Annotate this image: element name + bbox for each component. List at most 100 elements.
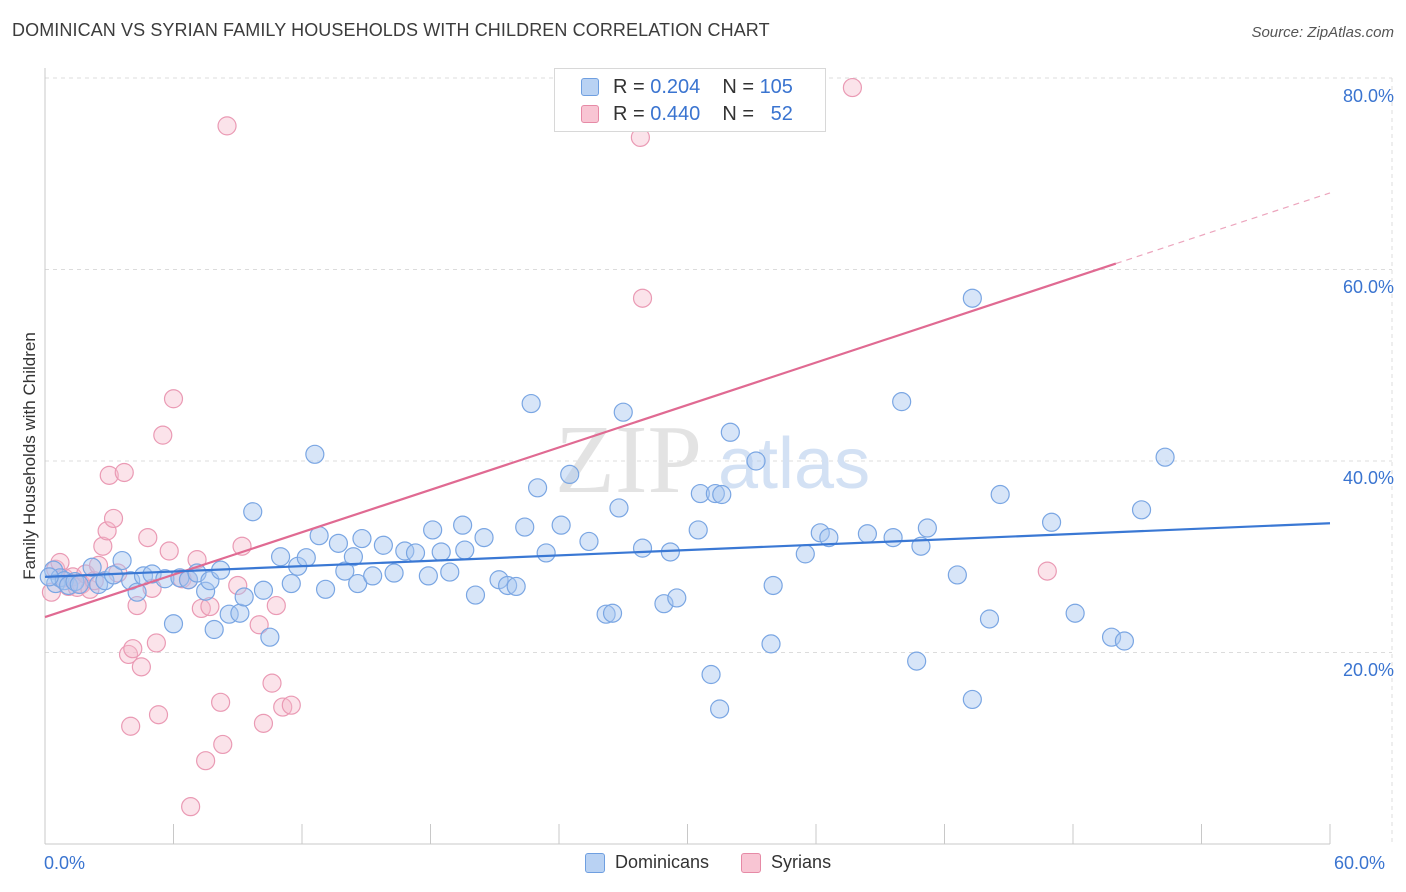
dominicans-point <box>196 581 216 601</box>
watermark-zip: ZIP <box>555 406 702 514</box>
dominicans-point <box>536 543 556 563</box>
legend-item-syrians[interactable]: Syrians <box>741 852 831 873</box>
dominicans-point <box>883 527 903 548</box>
syrians-point <box>41 582 62 602</box>
n-value: 105 <box>759 75 793 98</box>
watermark-atlas: atlas <box>718 424 870 504</box>
syrians-point <box>262 673 282 693</box>
syrians-point <box>200 596 220 617</box>
dominicans-point <box>112 550 132 571</box>
syrians-point <box>281 695 301 715</box>
syrians-swatch <box>741 852 762 873</box>
dominicans-point <box>234 587 254 607</box>
dominicans-point <box>688 520 708 540</box>
dominicans-point <box>979 609 1000 629</box>
dominicans-point <box>305 444 325 464</box>
dominicans-point <box>163 614 184 634</box>
syrians-point <box>159 541 179 561</box>
dominicans-point <box>373 535 393 555</box>
dominicans-point <box>260 627 280 647</box>
dominicans-point <box>521 393 541 414</box>
dominicans-point <box>343 547 363 567</box>
syrians-point <box>138 527 158 548</box>
y-tick-label-40: 40.0% <box>1342 468 1394 488</box>
n-label: N = <box>722 102 754 125</box>
dominicans-swatch <box>581 78 599 96</box>
syrians-points <box>41 77 1057 817</box>
dominicans-point <box>857 524 878 544</box>
dominicans-point <box>230 603 250 623</box>
dominicans-point <box>990 484 1010 505</box>
dominicans-point <box>465 585 486 605</box>
legend-label: Dominicans <box>615 852 710 872</box>
dominicans-point <box>204 619 224 640</box>
legend-item-dominicans[interactable]: Dominicans <box>585 852 709 873</box>
r-label: R = <box>613 75 645 98</box>
dominicans-point <box>819 527 839 548</box>
syrians-point <box>217 116 237 136</box>
dominicans-point <box>328 533 349 553</box>
syrians-point <box>153 425 173 445</box>
dominicans-point <box>296 548 316 568</box>
dominicans-point <box>155 569 175 589</box>
syrians-trend-line <box>44 262 1117 619</box>
syrians-point <box>249 615 269 635</box>
syrians-point <box>93 536 113 556</box>
dominicans-point <box>602 603 623 623</box>
syrians-point <box>1037 561 1057 581</box>
dominicans-point <box>795 544 815 564</box>
dominicans-point <box>335 561 355 581</box>
dominicans-point <box>667 588 687 608</box>
dominicans-point <box>455 540 475 560</box>
dominicans-point <box>1065 603 1085 623</box>
dominicans-point <box>892 392 912 412</box>
syrians-point <box>50 552 70 573</box>
syrians-point <box>211 692 231 712</box>
syrians-point <box>114 462 134 483</box>
dominicans-point <box>474 527 494 548</box>
chart-title: DOMINICAN VS SYRIAN FAMILY HOUSEHOLDS WI… <box>12 20 770 40</box>
dominicans-point <box>705 483 725 504</box>
dominicans-point <box>746 451 766 471</box>
syrians-swatch <box>581 105 599 123</box>
x-tick-label-max: 60.0% <box>1334 853 1386 873</box>
r-value: 0.204 <box>650 75 701 98</box>
source-label: Source: ZipAtlas.com <box>1251 24 1394 41</box>
n-value: 52 <box>770 102 793 125</box>
syrians-point <box>148 705 169 725</box>
series-legend: Dominicans Syrians <box>585 852 863 873</box>
dominicans-point <box>515 517 535 537</box>
dominicans-point <box>431 542 451 562</box>
syrians-point <box>146 633 166 653</box>
dominicans-point <box>632 538 653 558</box>
dominicans-point <box>69 574 89 595</box>
dominicans-point <box>219 604 239 624</box>
dominicans-point <box>907 651 927 671</box>
dominicans-point <box>609 498 629 518</box>
dominicans-swatch <box>585 852 605 873</box>
legend-row-dominicans: R = 0.204 N = 105 <box>581 74 793 100</box>
y-axis-label: Family Households with Children <box>20 332 39 580</box>
dominicans-point <box>763 575 783 596</box>
dominicans-point <box>596 604 616 624</box>
dominicans-point <box>405 543 426 563</box>
syrians-point <box>187 550 207 570</box>
dominicans-point <box>363 566 383 586</box>
dominicans-point <box>720 422 740 442</box>
dominicans-point <box>917 518 937 538</box>
syrians-point <box>632 288 653 308</box>
syrians-point <box>213 734 233 755</box>
dominicans-point <box>690 483 710 504</box>
dominicans-point <box>270 547 291 567</box>
dominicans-point <box>1131 500 1152 520</box>
y-tick-label-80: 80.0% <box>1342 86 1394 106</box>
syrians-point <box>266 595 286 616</box>
n-label: N = <box>722 75 754 98</box>
dominicans-point <box>418 566 438 586</box>
dominicans-point <box>82 557 102 577</box>
syrians-point <box>121 716 141 736</box>
dominicans-point <box>761 634 781 654</box>
dominicans-point <box>243 502 263 522</box>
syrians-point <box>99 465 119 485</box>
syrians-point <box>228 575 248 596</box>
